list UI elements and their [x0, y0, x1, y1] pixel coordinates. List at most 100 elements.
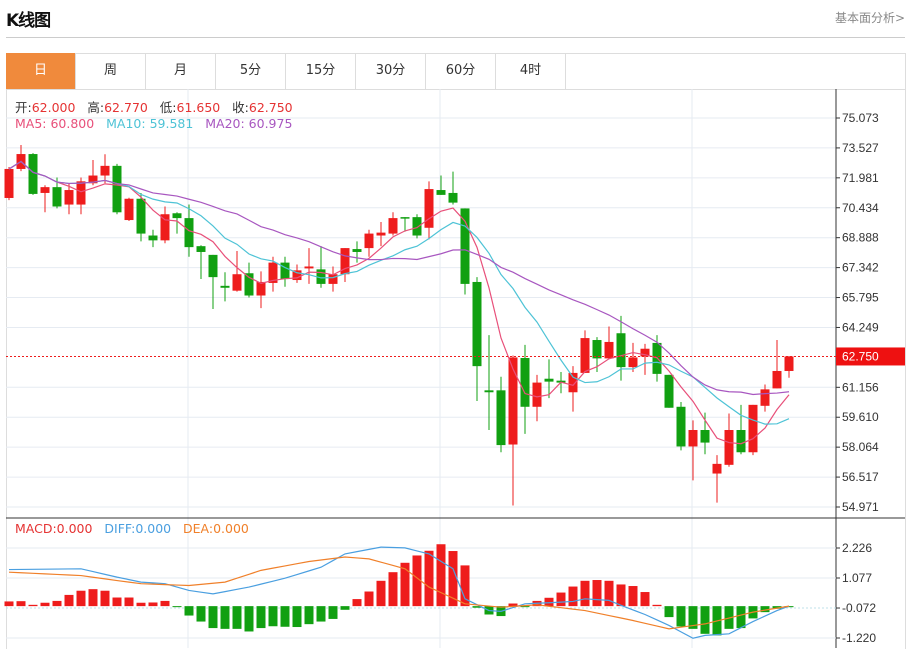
price-tick-label: 54.971	[842, 500, 879, 514]
tab-week[interactable]: 周	[76, 53, 146, 89]
price-tick-label: 68.888	[842, 231, 879, 245]
macd-bar	[544, 597, 554, 607]
macd-tick-label: 1.077	[842, 571, 872, 585]
macd-info: MACD:0.000 DIFF:0.000 DEA:0.000	[15, 521, 249, 536]
diff-line	[8, 546, 790, 639]
candle-body	[28, 154, 38, 194]
macd-bar	[124, 597, 134, 607]
macd-bar	[316, 606, 326, 622]
candle-body	[436, 190, 446, 195]
macd-bar	[580, 580, 590, 607]
price-tick-label: 73.527	[842, 141, 879, 155]
candle-body	[304, 266, 314, 269]
macd-bar	[760, 606, 770, 613]
tab-day[interactable]: 日	[6, 53, 76, 89]
candle-body	[292, 270, 302, 281]
candle-body	[736, 430, 746, 453]
macd-bar	[400, 562, 410, 607]
macd-bar	[640, 592, 650, 607]
price-tick-label: 56.517	[842, 470, 879, 484]
candle-body	[700, 430, 710, 443]
candle-body	[712, 463, 722, 474]
tab-30min[interactable]: 30分	[356, 53, 426, 89]
macd-bar	[772, 606, 782, 609]
price-tick-label: 70.434	[842, 201, 879, 215]
macd-bar	[28, 604, 38, 607]
macd-bar	[244, 606, 254, 632]
candle-body	[124, 198, 134, 221]
tab-15min[interactable]: 15分	[286, 53, 356, 89]
candle-body	[148, 235, 158, 241]
price-tick-label: 67.342	[842, 261, 879, 275]
ma10-line	[8, 160, 790, 425]
candle-body	[424, 189, 434, 228]
page-title: K线图	[6, 11, 51, 31]
ma20-line	[8, 160, 790, 396]
candle-body	[376, 232, 386, 236]
macd-bar	[328, 606, 338, 619]
macd-bar	[340, 606, 350, 610]
candle-body	[400, 217, 410, 219]
ma20-value: MA20: 60.975	[205, 116, 293, 131]
close-value: 62.750	[248, 100, 293, 115]
price-tick-label: 65.795	[842, 291, 879, 305]
candle-body	[496, 390, 506, 446]
candle-body	[412, 217, 422, 236]
macd-bar	[292, 606, 302, 628]
macd-bar	[112, 597, 122, 607]
tab-4hour[interactable]: 4时	[496, 53, 566, 89]
low-value: 61.650	[176, 100, 221, 115]
macd-value: MACD:0.000	[15, 521, 93, 536]
candle-body	[484, 390, 494, 393]
macd-bar	[556, 592, 566, 607]
candle-body	[772, 370, 782, 389]
macd-bar	[280, 606, 290, 627]
candle-body	[568, 372, 578, 393]
open-value: 62.000	[31, 100, 76, 115]
macd-bar	[688, 606, 698, 629]
candle-body	[676, 406, 686, 447]
candle-body	[604, 341, 614, 359]
ma5-line	[8, 160, 790, 445]
close-label: 收:	[232, 100, 249, 115]
macd-bar	[364, 591, 374, 607]
macd-bar	[160, 600, 170, 607]
macd-bar	[604, 580, 614, 607]
candle-body	[352, 249, 362, 252]
candle-body	[628, 357, 638, 368]
price-tick-label: 59.610	[842, 410, 879, 424]
candle-body	[448, 192, 458, 203]
tab-month[interactable]: 月	[146, 53, 216, 89]
last-price-tag	[836, 347, 905, 366]
candle-body	[784, 356, 794, 371]
macd-bar	[616, 584, 626, 607]
ma10-value: MA10: 59.581	[106, 116, 194, 131]
price-tick-label: 58.064	[842, 440, 879, 454]
chart-frame	[6, 53, 906, 649]
macd-bar	[88, 589, 98, 607]
candle-body	[472, 281, 482, 367]
macd-bar	[76, 590, 86, 607]
macd-bar	[4, 601, 14, 607]
candle-body	[280, 262, 290, 280]
fundamental-analysis-link[interactable]: 基本面分析>	[834, 11, 905, 25]
candle-body	[256, 281, 266, 296]
macd-bar	[628, 586, 638, 607]
price-tick-label: 71.981	[842, 171, 879, 185]
macd-bar	[172, 606, 182, 608]
macd-bar	[52, 600, 62, 607]
macd-bar	[508, 603, 518, 607]
low-label: 低:	[159, 100, 177, 115]
macd-bar	[196, 606, 206, 622]
last-price-label: 62.750	[842, 349, 879, 363]
candle-body	[196, 246, 206, 252]
candle-body	[688, 430, 698, 447]
tab-60min[interactable]: 60分	[426, 53, 496, 89]
macd-bar	[664, 606, 674, 618]
candle-body	[136, 198, 146, 234]
macd-bar	[652, 604, 662, 607]
tab-5min[interactable]: 5分	[216, 53, 286, 89]
candle-body	[172, 213, 182, 219]
candle-body	[328, 274, 338, 284]
